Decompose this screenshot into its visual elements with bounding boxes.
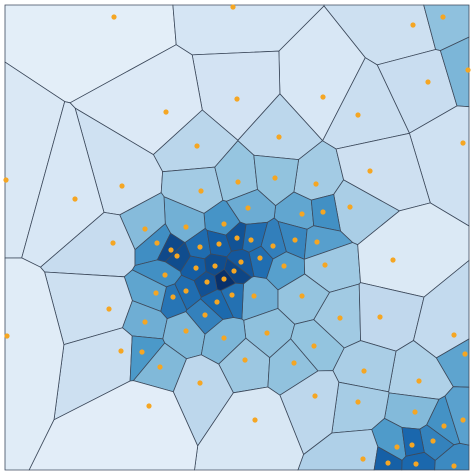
site-point bbox=[106, 306, 112, 312]
site-point bbox=[202, 312, 208, 318]
site-point bbox=[292, 237, 298, 243]
site-point bbox=[198, 188, 204, 194]
site-point bbox=[465, 67, 471, 73]
site-point bbox=[367, 168, 373, 174]
site-point bbox=[460, 140, 466, 146]
voronoi-cell bbox=[401, 427, 425, 457]
site-point bbox=[142, 226, 148, 232]
site-point bbox=[170, 294, 176, 300]
site-point bbox=[235, 179, 241, 185]
site-point bbox=[390, 257, 396, 263]
site-point bbox=[281, 263, 287, 269]
site-point bbox=[139, 349, 145, 355]
site-point bbox=[385, 460, 391, 466]
site-point bbox=[118, 348, 124, 354]
site-point bbox=[416, 378, 422, 384]
site-point bbox=[197, 380, 203, 386]
site-point bbox=[412, 409, 418, 415]
voronoi-cell bbox=[28, 380, 199, 471]
site-point bbox=[264, 330, 270, 336]
site-point bbox=[409, 442, 415, 448]
site-point bbox=[157, 364, 163, 370]
site-point bbox=[394, 444, 400, 450]
site-point bbox=[168, 247, 174, 253]
site-point bbox=[320, 94, 326, 100]
site-point bbox=[204, 279, 210, 285]
site-point bbox=[430, 438, 436, 444]
site-point bbox=[460, 417, 466, 423]
site-point bbox=[252, 417, 258, 423]
site-point bbox=[174, 253, 180, 259]
site-point bbox=[111, 14, 117, 20]
site-point bbox=[110, 240, 116, 246]
site-point bbox=[216, 241, 222, 247]
site-point bbox=[314, 239, 320, 245]
site-point bbox=[242, 357, 248, 363]
site-point bbox=[291, 360, 297, 366]
site-point bbox=[312, 393, 318, 399]
site-point bbox=[238, 259, 244, 265]
site-point bbox=[361, 368, 367, 374]
site-point bbox=[3, 177, 9, 183]
site-point bbox=[229, 292, 235, 298]
site-point bbox=[355, 399, 361, 405]
voronoi-cell bbox=[4, 257, 65, 471]
voronoi-cell bbox=[444, 386, 470, 446]
site-point bbox=[221, 221, 227, 227]
site-point bbox=[347, 204, 353, 210]
site-point bbox=[245, 205, 251, 211]
site-point bbox=[441, 423, 447, 429]
site-point bbox=[183, 328, 189, 334]
site-point bbox=[276, 134, 282, 140]
site-point bbox=[311, 343, 317, 349]
site-point bbox=[183, 288, 189, 294]
site-point bbox=[313, 181, 319, 187]
site-point bbox=[230, 4, 236, 10]
site-point bbox=[4, 333, 10, 339]
site-point bbox=[299, 293, 305, 299]
site-point bbox=[214, 299, 220, 305]
site-point bbox=[377, 314, 383, 320]
site-point bbox=[193, 265, 199, 271]
site-point bbox=[425, 79, 431, 85]
site-point bbox=[154, 240, 160, 246]
site-point bbox=[257, 255, 263, 261]
site-point bbox=[440, 14, 446, 20]
site-point bbox=[194, 143, 200, 149]
site-point bbox=[337, 315, 343, 321]
site-point bbox=[234, 96, 240, 102]
site-point bbox=[146, 403, 152, 409]
site-point bbox=[451, 332, 457, 338]
site-point bbox=[410, 22, 416, 28]
site-point bbox=[320, 209, 326, 215]
site-point bbox=[72, 196, 78, 202]
site-point bbox=[462, 351, 468, 357]
site-point bbox=[162, 272, 168, 278]
site-point bbox=[234, 235, 240, 241]
site-point bbox=[163, 109, 169, 115]
site-point bbox=[231, 268, 237, 274]
site-point bbox=[251, 293, 257, 299]
site-point bbox=[360, 456, 366, 462]
site-point bbox=[451, 463, 457, 469]
site-point bbox=[183, 224, 189, 230]
site-point bbox=[153, 290, 159, 296]
site-point bbox=[270, 243, 276, 249]
site-point bbox=[322, 262, 328, 268]
site-point bbox=[355, 112, 361, 118]
site-point bbox=[142, 319, 148, 325]
site-point bbox=[221, 335, 227, 341]
site-point bbox=[413, 461, 419, 467]
site-point bbox=[197, 244, 203, 250]
site-point bbox=[272, 175, 278, 181]
site-point bbox=[119, 183, 125, 189]
site-point bbox=[248, 237, 254, 243]
site-point bbox=[221, 276, 227, 282]
site-point bbox=[212, 263, 218, 269]
site-point bbox=[299, 211, 305, 217]
